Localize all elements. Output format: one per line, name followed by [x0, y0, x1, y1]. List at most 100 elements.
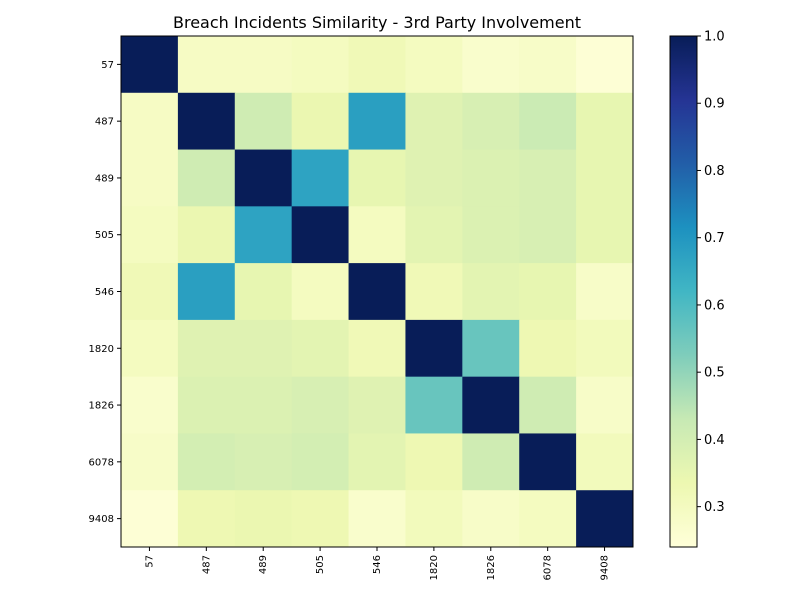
heatmap-cell [576, 376, 634, 434]
colorbar-tick-label: 0.7 [704, 231, 725, 246]
heatmap-cell [291, 376, 350, 434]
heatmap-cell [177, 319, 236, 378]
heatmap-cell [462, 433, 520, 491]
heatmap-cell [405, 206, 463, 264]
colorbar-tick-label: 0.5 [704, 366, 725, 381]
x-tick-label: 1826 [486, 555, 497, 580]
heatmap-cell [576, 319, 634, 378]
heatmap-cell [519, 206, 577, 264]
heatmap-cell [462, 92, 520, 151]
heatmap-cell [348, 36, 406, 94]
y-axis: 57 487 489 505 546 1820 1826 6078 9408 [89, 60, 121, 525]
x-tick-label: 57 [144, 555, 155, 568]
heatmap-cell [462, 206, 520, 264]
heatmap-cell [348, 92, 406, 151]
heatmap-cell [462, 490, 520, 548]
heatmap-cell [462, 149, 520, 207]
heatmap-cell [348, 376, 406, 434]
heatmap-cell [576, 263, 634, 321]
colorbar-tick-label: 0.4 [704, 433, 725, 448]
y-tick-label: 9408 [89, 514, 114, 525]
heatmap-cell [405, 36, 463, 94]
x-tick-label: 505 [315, 555, 326, 574]
x-tick-label: 489 [258, 555, 269, 574]
heatmap-cell [291, 263, 350, 321]
heatmap-cell [348, 206, 406, 264]
heatmap-cell [177, 433, 236, 491]
heatmap-cell [576, 490, 634, 548]
y-tick-label: 6078 [89, 457, 114, 468]
colorbar-tick-label: 0.3 [704, 500, 725, 515]
x-axis: 57 487 489 505 546 1820 1826 6078 9408 [144, 547, 611, 580]
colorbar [669, 35, 698, 548]
heatmap-cell [405, 263, 463, 321]
heatmap-cell [462, 319, 520, 378]
heatmap-cell [519, 92, 577, 151]
heatmap-cell [121, 490, 179, 548]
y-tick-label: 487 [95, 117, 114, 128]
heatmap-cell [234, 92, 293, 151]
heatmap-cell [177, 149, 236, 207]
heatmap-cell [121, 263, 179, 321]
heatmap-cell [291, 92, 350, 151]
y-tick-label: 489 [95, 173, 114, 184]
heatmap-cell [348, 263, 406, 321]
heatmap-cell [348, 319, 406, 378]
heatmap-cell [405, 490, 463, 548]
heatmap-cell [177, 206, 236, 264]
heatmap-cell [177, 263, 236, 321]
heatmap-cell [121, 319, 179, 378]
heatmap-cell [576, 206, 634, 264]
heatmap-cell [234, 319, 293, 378]
heatmap-cell [519, 36, 577, 94]
y-tick-label: 546 [95, 287, 114, 298]
colorbar-tick-label: 0.6 [704, 298, 725, 313]
y-tick-label: 505 [95, 230, 114, 241]
colorbar-tick-label: 0.9 [704, 97, 725, 112]
colorbar-axis: 0.3 0.4 0.5 0.6 0.7 0.8 0.9 1.0 [697, 30, 725, 515]
heatmap-cell [405, 433, 463, 491]
heatmap-cell [405, 149, 463, 207]
heatmap-cell [234, 263, 293, 321]
colorbar-tick-label: 1.0 [704, 30, 725, 45]
x-tick-label: 6078 [543, 555, 554, 580]
heatmap-cell [121, 92, 179, 151]
heatmap-cell [576, 36, 634, 94]
heatmap-cell [519, 319, 577, 378]
heatmap-cell [576, 92, 634, 151]
heatmap-cell [519, 149, 577, 207]
x-tick-label: 546 [372, 555, 383, 574]
heatmap-cell [291, 149, 350, 207]
heatmap-cell [177, 376, 236, 434]
heatmap-cells [121, 36, 634, 548]
heatmap-cell [462, 376, 520, 434]
heatmap-cell [121, 433, 179, 491]
heatmap-cell [348, 490, 406, 548]
heatmap-cell [405, 319, 463, 378]
x-tick-label: 487 [201, 555, 212, 574]
heatmap-cell [291, 206, 350, 264]
x-tick-label: 1820 [429, 555, 440, 580]
heatmap-cell [462, 36, 520, 94]
heatmap-cell [121, 149, 179, 207]
heatmap-cell [177, 36, 236, 94]
heatmap-cell [576, 433, 634, 491]
y-tick-label: 1826 [89, 401, 114, 412]
heatmap-cell [348, 149, 406, 207]
heatmap-cell [519, 376, 577, 434]
heatmap-cell [291, 490, 350, 548]
heatmap-cell [121, 206, 179, 264]
heatmap-cell [234, 376, 293, 434]
heatmap-cell [348, 433, 406, 491]
colorbar-tick-label: 0.8 [704, 164, 725, 179]
heatmap-cell [234, 149, 293, 207]
heatmap-cell [177, 490, 236, 548]
y-tick-label: 1820 [89, 344, 114, 355]
heatmap-cell [234, 433, 293, 491]
heatmap-cell [519, 263, 577, 321]
heatmap-cell [519, 490, 577, 548]
heatmap-cell [405, 92, 463, 151]
heatmap-cell [291, 319, 350, 378]
